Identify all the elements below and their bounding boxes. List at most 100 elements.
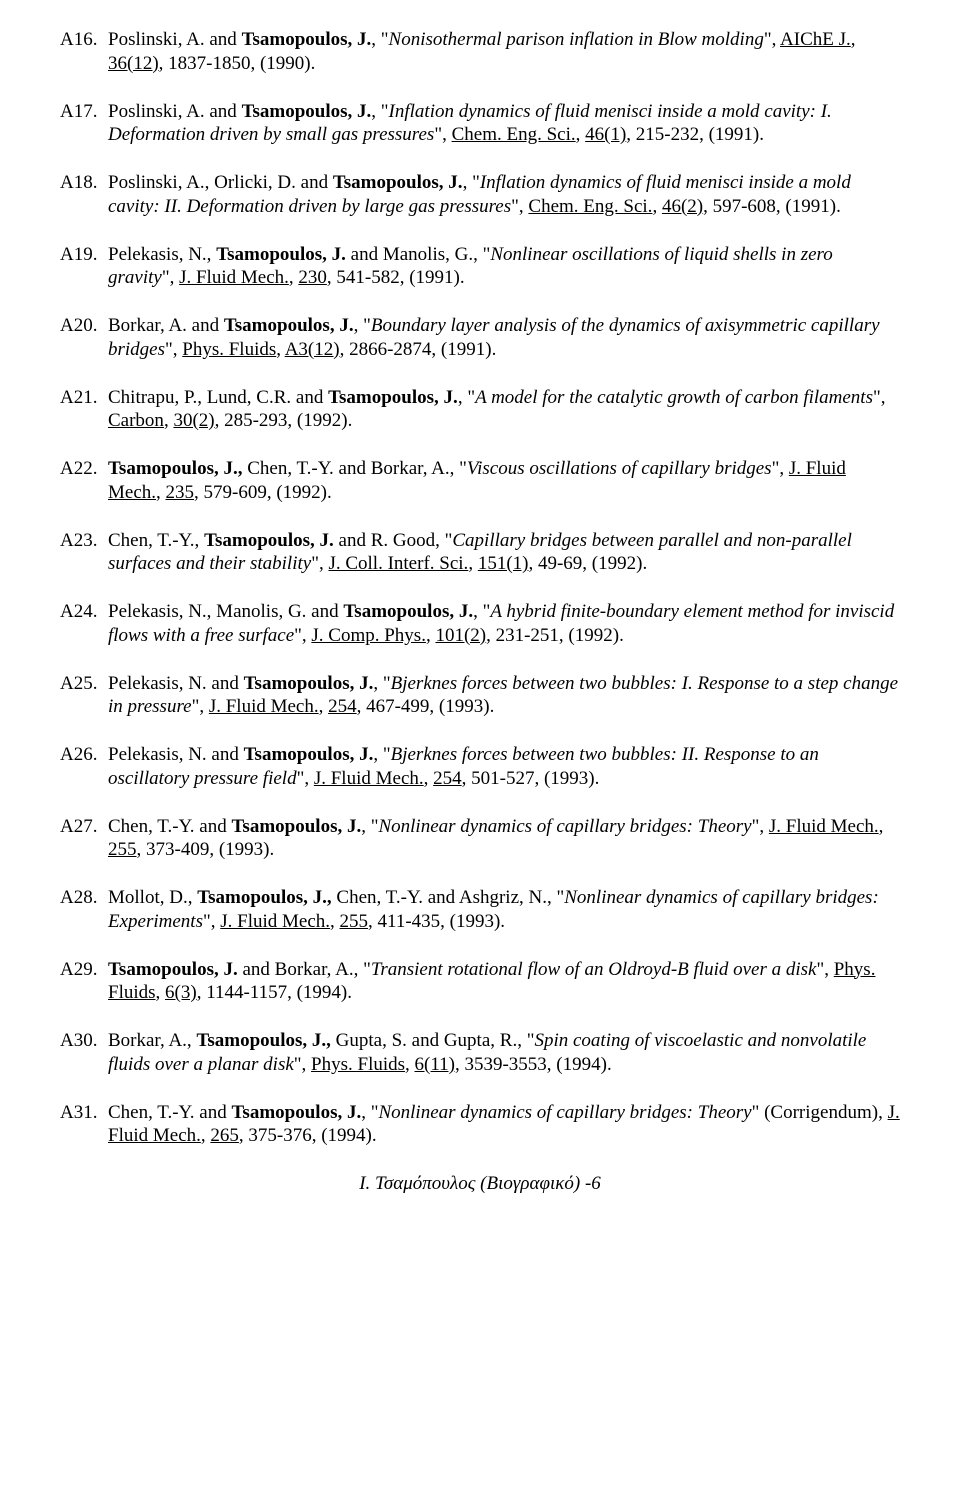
text-run: Tsamopoulos, J. [108,959,238,980]
text-run: , 1837-1850, (1990). [159,53,316,74]
text-run: J. Fluid Mech. [769,816,879,837]
reference-tag: A27. [60,815,108,839]
text-run: , [424,768,434,789]
text-run: ", [511,196,528,217]
text-run: A model for the catalytic growth of carb… [475,387,873,408]
text-run: Tsamopoulos, J. [204,530,334,551]
text-run: J. Coll. Interf. Sci. [328,553,468,574]
reference-body: Poslinski, A. and Tsamopoulos, J., "Noni… [108,28,900,76]
reference-body: Tsamopoulos, J. and Borkar, A., "Transie… [108,958,900,1006]
text-run: , " [371,29,388,50]
reference-body: Chen, T.-Y. and Tsamopoulos, J., "Nonlin… [108,1101,900,1149]
text-run: J. Fluid Mech. [220,911,330,932]
text-run: Carbon [108,410,164,431]
text-run: ", [434,124,451,145]
text-run: Tsamopoulos, J. [328,387,458,408]
text-run: Mollot, D., [108,887,197,908]
text-run: Borkar, A. and [108,315,224,336]
text-run: Gupta, S. and Gupta, R., " [331,1030,535,1051]
text-run: Chitrapu, P., Lund, C.R. and [108,387,328,408]
text-run: , " [473,601,490,622]
reference-tag: A29. [60,958,108,982]
text-run: 101(2) [435,625,486,646]
text-run: Pelekasis, N., Manolis, G. and [108,601,343,622]
text-run: and Borkar, A., " [238,959,371,980]
text-run: , " [463,172,480,193]
text-run: Tsamopoulos, J. [216,244,346,265]
text-run: ", [311,553,328,574]
reference-tag: A25. [60,672,108,696]
text-run: Nonlinear dynamics of capillary bridges:… [378,1102,751,1123]
reference-tag: A24. [60,600,108,624]
reference-tag: A31. [60,1101,108,1125]
reference-list: A16.Poslinski, A. and Tsamopoulos, J., "… [60,28,900,1148]
text-run: , " [373,673,390,694]
text-run: , " [458,387,475,408]
reference-body: Pelekasis, N., Manolis, G. and Tsamopoul… [108,600,900,648]
text-run: J. Fluid Mech. [209,696,319,717]
text-run: 6(11) [415,1054,455,1075]
text-run: , 411-435, (1993). [368,911,505,932]
reference-tag: A17. [60,100,108,124]
reference-body: Pelekasis, N. and Tsamopoulos, J., "Bjer… [108,672,900,720]
text-run: 46(2) [662,196,703,217]
reference-body: Tsamopoulos, J., Chen, T.-Y. and Borkar,… [108,457,900,505]
reference-tag: A16. [60,28,108,52]
text-run: J. Fluid Mech. [314,768,424,789]
text-run: Viscous oscillations of capillary bridge… [467,458,772,479]
text-run: Chen, T.-Y., [108,530,204,551]
reference-entry: A20.Borkar, A. and Tsamopoulos, J., "Bou… [60,314,900,362]
text-run: , 1144-1157, (1994). [197,982,352,1003]
text-run: , 49-69, (1992). [528,553,647,574]
reference-entry: A19.Pelekasis, N., Tsamopoulos, J. and M… [60,243,900,291]
text-run: , [576,124,586,145]
reference-entry: A28.Mollot, D., Tsamopoulos, J., Chen, T… [60,886,900,934]
text-run: ", [752,816,769,837]
text-run: , 373-409, (1993). [137,839,275,860]
reference-body: Pelekasis, N. and Tsamopoulos, J., "Bjer… [108,743,900,791]
text-run: , [851,29,856,50]
text-run: and R. Good, " [334,530,453,551]
text-run: Tsamopoulos, J., [108,458,242,479]
reference-tag: A26. [60,743,108,767]
reference-body: Poslinski, A., Orlicki, D. and Tsamopoul… [108,171,900,219]
reference-entry: A16.Poslinski, A. and Tsamopoulos, J., "… [60,28,900,76]
text-run: , " [371,101,388,122]
text-run: Pelekasis, N., [108,244,216,265]
text-run: 265 [210,1125,239,1146]
reference-entry: A25.Pelekasis, N. and Tsamopoulos, J., "… [60,672,900,720]
text-run: Tsamopoulos, J. [244,673,374,694]
text-run: , [276,339,284,360]
page-footer: I. Τσαμόπουλος (Βιογραφικό) -6 [60,1172,900,1196]
text-run: Transient rotational flow of an Oldroyd-… [371,959,817,980]
text-run: Poslinski, A. and [108,29,242,50]
text-run: ", [816,959,833,980]
text-run: and Manolis, G., " [346,244,490,265]
text-run: ", [203,911,220,932]
text-run: Chem. Eng. Sci. [452,124,576,145]
text-run: 254 [328,696,357,717]
text-run: Borkar, A., [108,1030,196,1051]
text-run: , [164,410,174,431]
text-run: , 375-376, (1994). [239,1125,377,1146]
text-run: Tsamopoulos, J. [224,315,354,336]
reference-body: Borkar, A., Tsamopoulos, J., Gupta, S. a… [108,1029,900,1077]
text-run: ", [297,768,314,789]
reference-entry: A18.Poslinski, A., Orlicki, D. and Tsamo… [60,171,900,219]
reference-entry: A27.Chen, T.-Y. and Tsamopoulos, J., "No… [60,815,900,863]
reference-tag: A20. [60,314,108,338]
text-run: ", [764,29,780,50]
text-run: " (Corrigendum), [752,1102,888,1123]
text-run: , 3539-3553, (1994). [455,1054,612,1075]
text-run: Pelekasis, N. and [108,673,244,694]
text-run: ", [162,267,179,288]
reference-entry: A17.Poslinski, A. and Tsamopoulos, J., "… [60,100,900,148]
text-run: Tsamopoulos, J. [232,1102,362,1123]
text-run: J. Fluid Mech. [179,267,289,288]
reference-entry: A23.Chen, T.-Y., Tsamopoulos, J. and R. … [60,529,900,577]
text-run: ", [873,387,886,408]
text-run: 46(1) [585,124,626,145]
reference-tag: A21. [60,386,108,410]
text-run: A3(12) [285,339,340,360]
reference-body: Mollot, D., Tsamopoulos, J., Chen, T.-Y.… [108,886,900,934]
